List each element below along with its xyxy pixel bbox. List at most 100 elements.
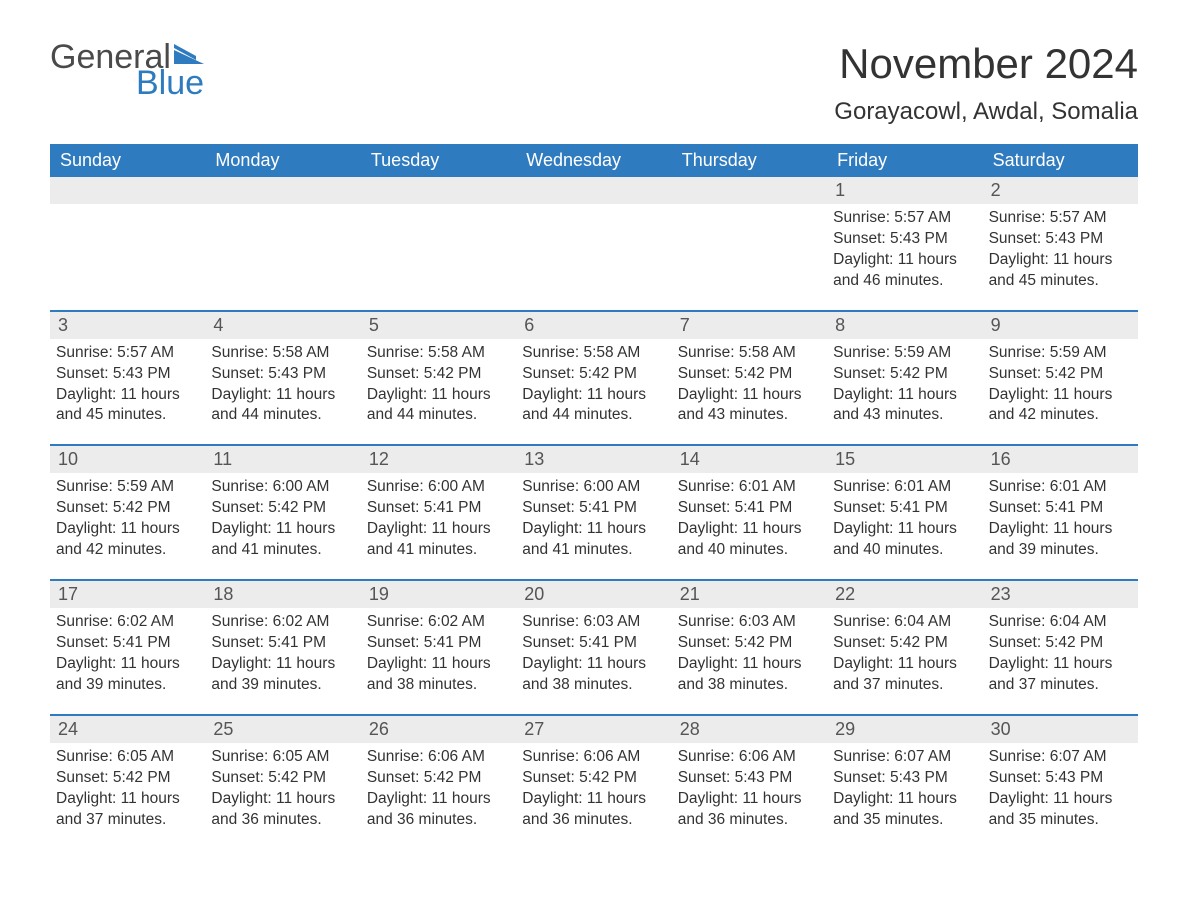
sunrise-line: Sunrise: 6:06 AM bbox=[678, 747, 821, 768]
day-details: Sunrise: 5:59 AMSunset: 5:42 PMDaylight:… bbox=[56, 477, 199, 561]
logo: General Blue bbox=[50, 40, 204, 100]
day-details: Sunrise: 6:01 AMSunset: 5:41 PMDaylight:… bbox=[678, 477, 821, 561]
day-number: 23 bbox=[983, 581, 1138, 608]
sunset-line: Sunset: 5:43 PM bbox=[833, 229, 976, 250]
sunset-line: Sunset: 5:41 PM bbox=[56, 633, 199, 654]
day-cell: 23Sunrise: 6:04 AMSunset: 5:42 PMDayligh… bbox=[983, 581, 1138, 714]
sunset-line: Sunset: 5:42 PM bbox=[678, 364, 821, 385]
day-cell: 4 Sunrise: 5:58 AMSunset: 5:43 PMDaylight… bbox=[205, 312, 360, 445]
day-number: 2 bbox=[983, 177, 1138, 204]
day-number: 30 bbox=[983, 716, 1138, 743]
day-cell: 8Sunrise: 5:59 AMSunset: 5:42 PMDaylight… bbox=[827, 312, 982, 445]
day-cell: 2Sunrise: 5:57 AMSunset: 5:43 PMDaylight… bbox=[983, 177, 1138, 310]
day-details: Sunrise: 6:07 AMSunset: 5:43 PMDaylight:… bbox=[989, 747, 1132, 831]
day-cell: 22Sunrise: 6:04 AMSunset: 5:42 PMDayligh… bbox=[827, 581, 982, 714]
sunset-line: Sunset: 5:42 PM bbox=[989, 364, 1132, 385]
daylight-line: Daylight: 11 hours and 40 minutes. bbox=[833, 519, 976, 561]
day-cell bbox=[516, 177, 671, 310]
day-details: Sunrise: 5:59 AMSunset: 5:42 PMDaylight:… bbox=[989, 343, 1132, 427]
sunset-line: Sunset: 5:41 PM bbox=[833, 498, 976, 519]
day-details: Sunrise: 5:58 AMSunset: 5:43 PMDaylight:… bbox=[211, 343, 354, 427]
sunset-line: Sunset: 5:43 PM bbox=[833, 768, 976, 789]
daylight-line: Daylight: 11 hours and 44 minutes. bbox=[367, 385, 510, 427]
day-cell: 30 Sunrise: 6:07 AMSunset: 5:43 PMDayligh… bbox=[983, 716, 1138, 849]
day-number: 1 bbox=[827, 177, 982, 204]
sunset-line: Sunset: 5:42 PM bbox=[833, 364, 976, 385]
sunset-line: Sunset: 5:42 PM bbox=[522, 768, 665, 789]
sunrise-line: Sunrise: 5:59 AM bbox=[56, 477, 199, 498]
day-details: Sunrise: 6:06 AMSunset: 5:42 PMDaylight:… bbox=[367, 747, 510, 831]
day-cell: 18Sunrise: 6:02 AMSunset: 5:41 PMDayligh… bbox=[205, 581, 360, 714]
sunrise-line: Sunrise: 6:06 AM bbox=[367, 747, 510, 768]
sunrise-line: Sunrise: 6:00 AM bbox=[522, 477, 665, 498]
day-cell: 12 Sunrise: 6:00 AMSunset: 5:41 PMDayligh… bbox=[361, 446, 516, 579]
day-details: Sunrise: 6:06 AMSunset: 5:43 PMDaylight:… bbox=[678, 747, 821, 831]
sunrise-line: Sunrise: 5:58 AM bbox=[367, 343, 510, 364]
sunrise-line: Sunrise: 6:02 AM bbox=[367, 612, 510, 633]
daylight-line: Daylight: 11 hours and 44 minutes. bbox=[522, 385, 665, 427]
sunrise-line: Sunrise: 6:00 AM bbox=[211, 477, 354, 498]
day-details: Sunrise: 6:05 AMSunset: 5:42 PMDaylight:… bbox=[56, 747, 199, 831]
sunset-line: Sunset: 5:42 PM bbox=[833, 633, 976, 654]
daylight-line: Daylight: 11 hours and 44 minutes. bbox=[211, 385, 354, 427]
day-details: Sunrise: 6:06 AMSunset: 5:42 PMDaylight:… bbox=[522, 747, 665, 831]
day-number: 19 bbox=[361, 581, 516, 608]
daylight-line: Daylight: 11 hours and 39 minutes. bbox=[56, 654, 199, 696]
day-number bbox=[50, 177, 205, 204]
sunset-line: Sunset: 5:41 PM bbox=[522, 633, 665, 654]
sunset-line: Sunset: 5:41 PM bbox=[989, 498, 1132, 519]
day-cell: 14Sunrise: 6:01 AMSunset: 5:41 PMDayligh… bbox=[672, 446, 827, 579]
day-details: Sunrise: 6:07 AMSunset: 5:43 PMDaylight:… bbox=[833, 747, 976, 831]
day-details: Sunrise: 6:05 AMSunset: 5:42 PMDaylight:… bbox=[211, 747, 354, 831]
day-cell: 11Sunrise: 6:00 AMSunset: 5:42 PMDayligh… bbox=[205, 446, 360, 579]
daylight-line: Daylight: 11 hours and 37 minutes. bbox=[833, 654, 976, 696]
sunrise-line: Sunrise: 6:02 AM bbox=[211, 612, 354, 633]
day-cell bbox=[205, 177, 360, 310]
sunrise-line: Sunrise: 6:07 AM bbox=[833, 747, 976, 768]
daylight-line: Daylight: 11 hours and 38 minutes. bbox=[678, 654, 821, 696]
sunset-line: Sunset: 5:43 PM bbox=[211, 364, 354, 385]
day-cell: 19Sunrise: 6:02 AMSunset: 5:41 PMDayligh… bbox=[361, 581, 516, 714]
daylight-line: Daylight: 11 hours and 45 minutes. bbox=[989, 250, 1132, 292]
day-number: 9 bbox=[983, 312, 1138, 339]
daylight-line: Daylight: 11 hours and 45 minutes. bbox=[56, 385, 199, 427]
daylight-line: Daylight: 11 hours and 36 minutes. bbox=[678, 789, 821, 831]
sunset-line: Sunset: 5:42 PM bbox=[367, 768, 510, 789]
day-number: 8 bbox=[827, 312, 982, 339]
day-number bbox=[361, 177, 516, 204]
calendar-week: 1Sunrise: 5:57 AMSunset: 5:43 PMDaylight… bbox=[50, 177, 1138, 310]
day-number bbox=[672, 177, 827, 204]
day-cell: 21Sunrise: 6:03 AMSunset: 5:42 PMDayligh… bbox=[672, 581, 827, 714]
sunrise-line: Sunrise: 5:59 AM bbox=[833, 343, 976, 364]
location-subtitle: Gorayacowl, Awdal, Somalia bbox=[834, 98, 1138, 126]
day-number bbox=[205, 177, 360, 204]
day-cell: 1Sunrise: 5:57 AMSunset: 5:43 PMDaylight… bbox=[827, 177, 982, 310]
sunrise-line: Sunrise: 5:58 AM bbox=[522, 343, 665, 364]
day-details: Sunrise: 6:02 AMSunset: 5:41 PMDaylight:… bbox=[56, 612, 199, 696]
day-number: 7 bbox=[672, 312, 827, 339]
daylight-line: Daylight: 11 hours and 39 minutes. bbox=[989, 519, 1132, 561]
day-number: 5 bbox=[361, 312, 516, 339]
sunrise-line: Sunrise: 5:57 AM bbox=[56, 343, 199, 364]
day-number: 10 bbox=[50, 446, 205, 473]
day-details: Sunrise: 6:00 AMSunset: 5:41 PMDaylight:… bbox=[367, 477, 510, 561]
day-number: 12 bbox=[361, 446, 516, 473]
day-cell: 6Sunrise: 5:58 AMSunset: 5:42 PMDaylight… bbox=[516, 312, 671, 445]
day-number: 4 bbox=[205, 312, 360, 339]
sunset-line: Sunset: 5:42 PM bbox=[989, 633, 1132, 654]
daylight-line: Daylight: 11 hours and 37 minutes. bbox=[989, 654, 1132, 696]
day-number: 24 bbox=[50, 716, 205, 743]
day-number: 26 bbox=[361, 716, 516, 743]
day-details: Sunrise: 5:57 AMSunset: 5:43 PMDaylight:… bbox=[56, 343, 199, 427]
sunset-line: Sunset: 5:42 PM bbox=[367, 364, 510, 385]
dayname-header: Tuesday bbox=[361, 144, 516, 177]
sunset-line: Sunset: 5:42 PM bbox=[56, 768, 199, 789]
sunset-line: Sunset: 5:41 PM bbox=[211, 633, 354, 654]
day-number: 15 bbox=[827, 446, 982, 473]
sunrise-line: Sunrise: 6:01 AM bbox=[833, 477, 976, 498]
day-cell: 26 Sunrise: 6:06 AMSunset: 5:42 PMDayligh… bbox=[361, 716, 516, 849]
day-cell: 25Sunrise: 6:05 AMSunset: 5:42 PMDayligh… bbox=[205, 716, 360, 849]
daylight-line: Daylight: 11 hours and 42 minutes. bbox=[56, 519, 199, 561]
sunset-line: Sunset: 5:41 PM bbox=[678, 498, 821, 519]
day-cell: 17Sunrise: 6:02 AMSunset: 5:41 PMDayligh… bbox=[50, 581, 205, 714]
